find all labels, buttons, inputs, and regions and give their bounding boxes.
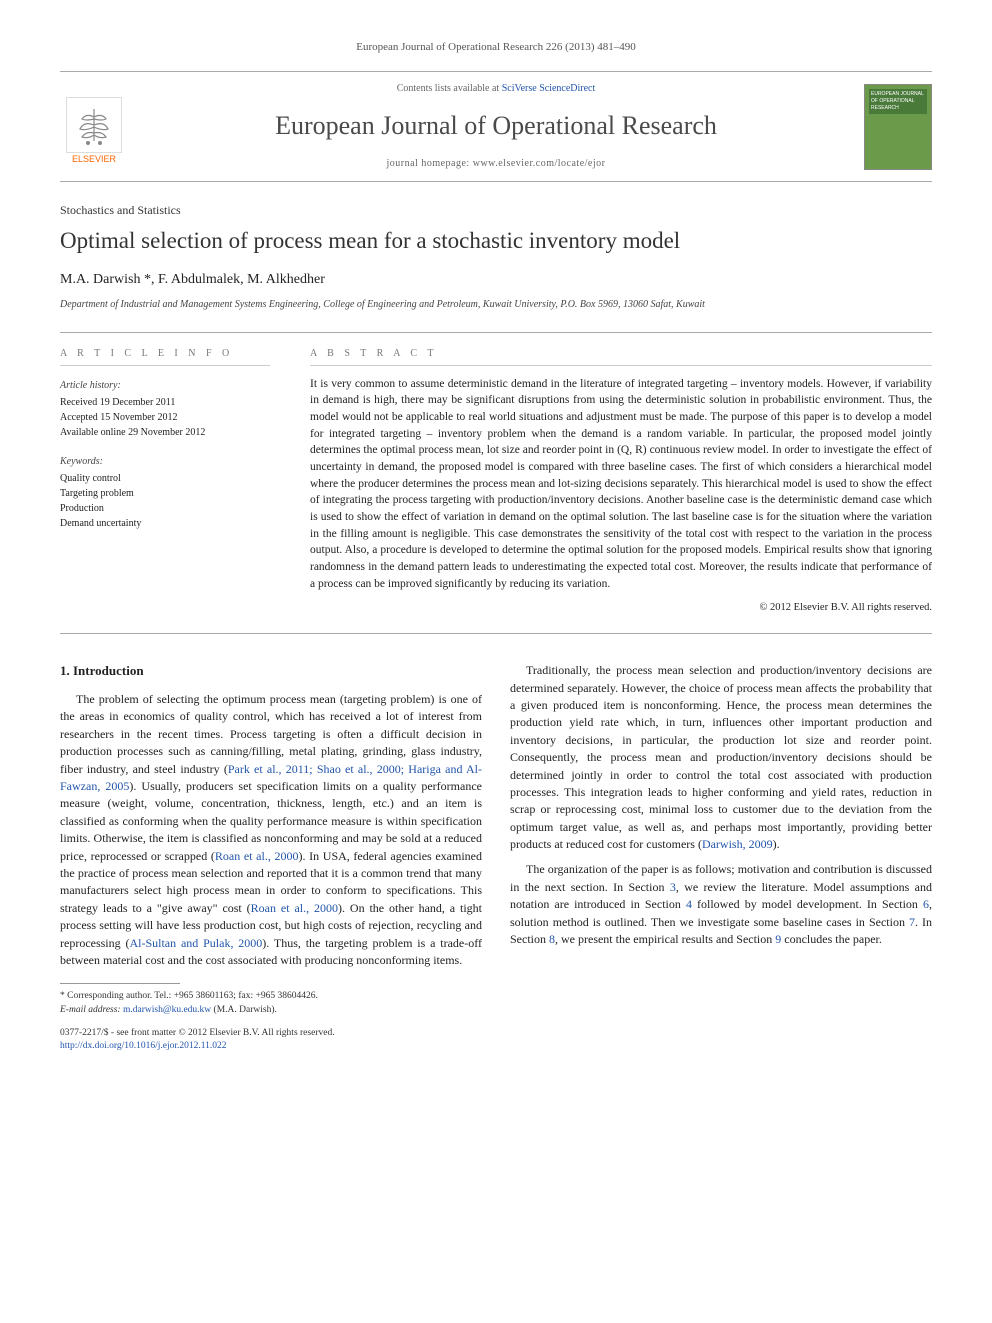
article-history: Article history: Received 19 December 20… — [60, 378, 270, 440]
keyword: Demand uncertainty — [60, 516, 270, 531]
text: ). — [773, 837, 780, 851]
homepage-prefix: journal homepage: — [387, 158, 473, 169]
homepage-url[interactable]: www.elsevier.com/locate/ejor — [473, 158, 606, 169]
email-line: E-mail address: m.darwish@ku.edu.kw (M.A… — [60, 1004, 932, 1017]
history-label: Article history: — [60, 378, 270, 393]
body-paragraph: The problem of selecting the optimum pro… — [60, 691, 482, 969]
article-title: Optimal selection of process mean for a … — [60, 227, 932, 255]
abstract: A B S T R A C T It is very common to ass… — [310, 347, 932, 615]
corresponding-author-footnote: * Corresponding author. Tel.: +965 38601… — [60, 990, 932, 1017]
keywords-block: Keywords: Quality control Targeting prob… — [60, 454, 270, 531]
front-matter-line: 0377-2217/$ - see front matter © 2012 El… — [60, 1027, 932, 1040]
body-paragraph: The organization of the paper is as foll… — [510, 861, 932, 948]
body-columns: 1. Introduction The problem of selecting… — [60, 662, 932, 969]
text: concludes the paper. — [781, 932, 882, 946]
history-line: Available online 29 November 2012 — [60, 425, 270, 440]
cover-title: EUROPEAN JOURNAL OF OPERATIONAL RESEARCH — [869, 89, 927, 114]
journal-header-center: Contents lists available at SciVerse Sci… — [144, 82, 848, 170]
journal-cover-thumbnail: EUROPEAN JOURNAL OF OPERATIONAL RESEARCH — [864, 84, 932, 170]
email-link[interactable]: m.darwish@ku.edu.kw — [123, 1005, 211, 1015]
elsevier-logo: ELSEVIER — [60, 88, 128, 166]
text: , we present the empirical results and S… — [555, 932, 775, 946]
elsevier-tree-icon — [66, 97, 122, 153]
journal-header: ELSEVIER Contents lists available at Sci… — [60, 71, 932, 181]
history-line: Received 19 December 2011 — [60, 395, 270, 410]
body-paragraph: Traditionally, the process mean selectio… — [510, 662, 932, 853]
citation-link[interactable]: Roan et al., 2000 — [251, 901, 338, 915]
email-suffix: (M.A. Darwish). — [211, 1005, 277, 1015]
sciencedirect-link[interactable]: SciVerse ScienceDirect — [502, 83, 596, 94]
citation-link[interactable]: Roan et al., 2000 — [215, 849, 299, 863]
abstract-text: It is very common to assume deterministi… — [310, 376, 932, 593]
keyword: Targeting problem — [60, 486, 270, 501]
keyword: Production — [60, 501, 270, 516]
citation-link[interactable]: Darwish, 2009 — [702, 837, 773, 851]
article-info: A R T I C L E I N F O Article history: R… — [60, 347, 270, 615]
elsevier-label: ELSEVIER — [72, 153, 116, 166]
affiliation: Department of Industrial and Management … — [60, 298, 932, 312]
text: Traditionally, the process mean selectio… — [510, 663, 932, 851]
corr-author-line: * Corresponding author. Tel.: +965 38601… — [60, 990, 932, 1003]
email-label: E-mail address: — [60, 1005, 123, 1015]
citation-link[interactable]: Al-Sultan and Pulak, 2000 — [129, 936, 262, 950]
contents-prefix: Contents lists available at — [397, 83, 502, 94]
info-abstract-row: A R T I C L E I N F O Article history: R… — [60, 332, 932, 634]
intro-heading: 1. Introduction — [60, 662, 482, 681]
info-heading: A R T I C L E I N F O — [60, 347, 270, 366]
history-line: Accepted 15 November 2012 — [60, 410, 270, 425]
section-label: Stochastics and Statistics — [60, 202, 932, 219]
contents-line: Contents lists available at SciVerse Sci… — [144, 82, 848, 96]
abstract-heading: A B S T R A C T — [310, 347, 932, 366]
keywords-label: Keywords: — [60, 454, 270, 469]
footnote-separator — [60, 983, 180, 984]
top-reference: European Journal of Operational Research… — [60, 40, 932, 55]
text: followed by model development. In Sectio… — [692, 897, 923, 911]
authors: M.A. Darwish *, F. Abdulmalek, M. Alkhed… — [60, 270, 932, 290]
doi-link[interactable]: http://dx.doi.org/10.1016/j.ejor.2012.11… — [60, 1041, 227, 1051]
journal-homepage: journal homepage: www.elsevier.com/locat… — [144, 157, 848, 171]
abstract-copyright: © 2012 Elsevier B.V. All rights reserved… — [310, 601, 932, 616]
keyword: Quality control — [60, 471, 270, 486]
journal-name: European Journal of Operational Research — [144, 108, 848, 144]
doi-block: 0377-2217/$ - see front matter © 2012 El… — [60, 1027, 932, 1054]
